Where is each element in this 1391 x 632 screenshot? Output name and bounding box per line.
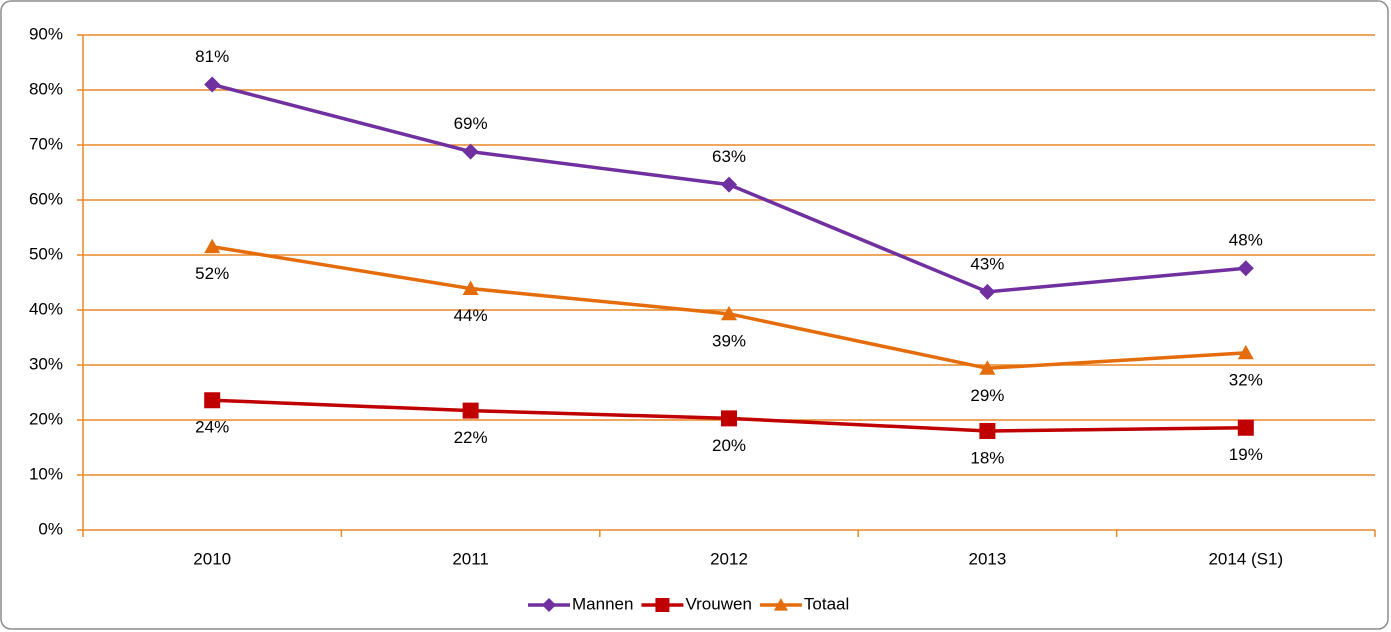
data-label: 81% <box>195 47 229 66</box>
data-point <box>462 402 479 419</box>
legend-marker <box>773 598 788 611</box>
data-label: 63% <box>712 147 746 166</box>
x-tick-label: 2011 <box>452 549 489 568</box>
legend-label: Vrouwen <box>685 594 751 613</box>
data-label: 48% <box>1229 231 1263 250</box>
y-tick-label: 30% <box>29 354 63 373</box>
data-point <box>1237 419 1254 436</box>
y-tick-label: 0% <box>38 519 63 538</box>
data-label: 69% <box>454 114 488 133</box>
data-point <box>204 392 221 409</box>
data-point <box>979 283 996 300</box>
legend-label: Totaal <box>804 594 849 613</box>
data-point <box>204 238 221 254</box>
y-tick-label: 50% <box>29 244 63 263</box>
data-label: 29% <box>970 386 1004 405</box>
data-point <box>979 423 996 439</box>
data-label: 52% <box>195 264 229 283</box>
data-label: 39% <box>712 331 746 350</box>
data-label: 20% <box>712 436 746 455</box>
legend-label: Mannen <box>572 594 633 613</box>
data-label: 44% <box>454 306 488 325</box>
data-label: 43% <box>970 254 1004 273</box>
y-tick-label: 20% <box>29 409 63 428</box>
data-point <box>979 360 996 375</box>
data-label: 18% <box>970 448 1004 467</box>
y-tick-label: 90% <box>29 24 63 43</box>
y-tick-label: 10% <box>29 464 63 483</box>
data-label: 22% <box>454 428 488 447</box>
data-label: 32% <box>1229 370 1263 389</box>
legend-marker <box>542 598 556 612</box>
data-point <box>204 76 221 93</box>
data-point <box>1237 344 1254 360</box>
data-label: 19% <box>1229 445 1263 464</box>
y-tick-label: 40% <box>29 299 63 318</box>
x-tick-label: 2013 <box>968 549 1006 568</box>
x-tick-label: 2010 <box>193 549 231 568</box>
x-tick-label: 2014 (S1) <box>1208 549 1283 568</box>
data-point <box>721 410 737 427</box>
data-point <box>462 280 479 295</box>
data-point <box>1237 260 1254 277</box>
legend-marker <box>655 598 670 612</box>
data-point <box>462 143 479 160</box>
y-tick-label: 60% <box>29 189 63 208</box>
data-point <box>721 305 737 321</box>
data-point <box>721 176 737 193</box>
data-label: 24% <box>195 418 229 437</box>
x-tick-label: 2012 <box>710 549 748 568</box>
y-tick-label: 80% <box>29 79 63 98</box>
y-tick-label: 70% <box>29 134 63 153</box>
